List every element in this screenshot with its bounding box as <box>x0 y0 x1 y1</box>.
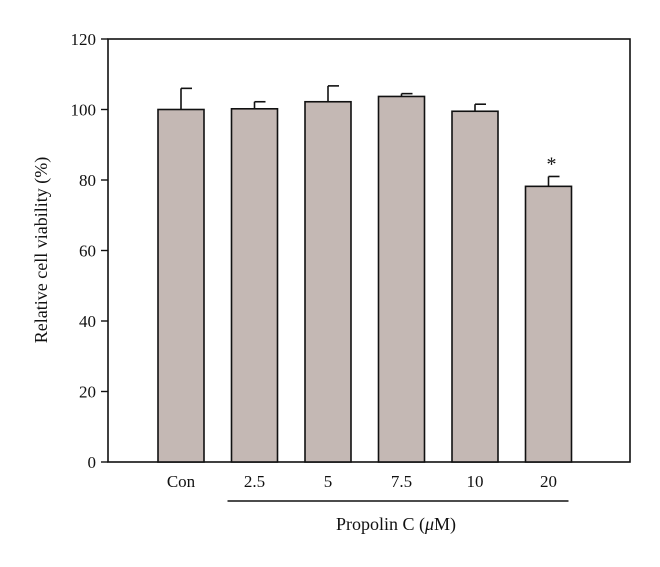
bar <box>377 95 426 463</box>
significance-marker: * <box>547 153 557 175</box>
y-tick-label: 120 <box>71 30 97 49</box>
y-tick-label: 0 <box>88 453 97 472</box>
bar <box>451 110 499 463</box>
x-axis: Con 2.5 5 7.5 10 20 <box>167 472 557 491</box>
x-tick-label: Con <box>167 472 196 491</box>
y-tick-label: 20 <box>79 383 96 402</box>
x-tick-label: 2.5 <box>244 472 265 491</box>
y-tick-label: 80 <box>79 171 96 190</box>
bar <box>524 185 573 463</box>
x-tick-label: 7.5 <box>391 472 412 491</box>
y-tick-label: 40 <box>79 312 96 331</box>
y-tick-label: 60 <box>79 242 96 261</box>
bar-series: * <box>157 85 573 463</box>
bar <box>230 107 279 463</box>
x-tick-label: 10 <box>467 472 484 491</box>
bar <box>157 108 205 463</box>
x-tick-label: 20 <box>540 472 557 491</box>
y-axis: 0 20 40 60 80 100 120 <box>71 30 108 472</box>
x-axis-title: Propolin C (μM) <box>336 514 456 535</box>
bar <box>304 100 352 463</box>
y-tick-label: 100 <box>71 101 97 120</box>
y-axis-title: Relative cell viability (%) <box>31 157 52 343</box>
x-tick-label: 5 <box>324 472 333 491</box>
